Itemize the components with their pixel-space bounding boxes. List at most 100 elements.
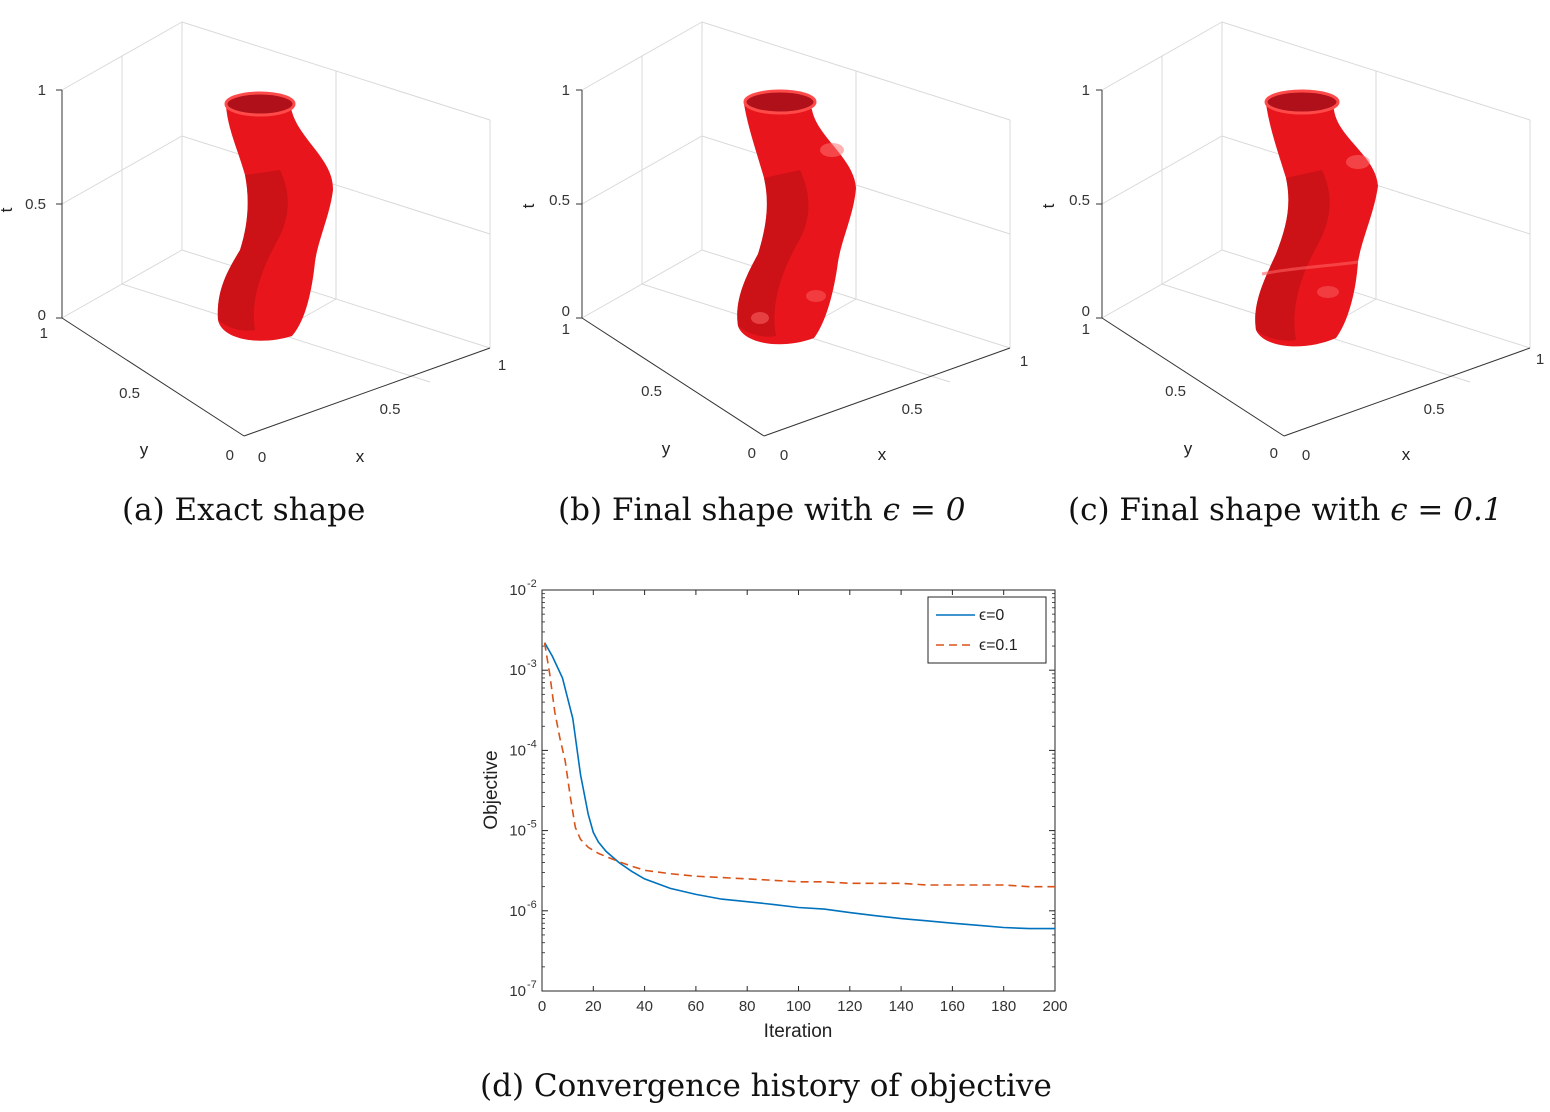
- panel-c-t-tick-05: 0.5: [1069, 192, 1090, 209]
- panel-a-y-label: y: [140, 440, 149, 459]
- panel-c-ridge: [1261, 260, 1359, 276]
- x-tick-label: 160: [940, 998, 965, 1015]
- panel-a-t-tick-05: 0.5: [25, 196, 46, 213]
- panel-b-shade: [737, 170, 809, 337]
- legend-label-eps01: ϵ=0.1: [979, 637, 1018, 654]
- panel-b-y-tick-0: 0: [748, 445, 756, 462]
- panel-a-y-tick-05: 0.5: [119, 385, 140, 402]
- panel-a-rim: [224, 91, 296, 117]
- panel-b: 1 0.5 0 t 1 0.5 0 y 0 0.5 1 x: [520, 0, 1040, 480]
- panel-c-t-label: t: [1040, 203, 1058, 208]
- x-tick-label: 180: [991, 998, 1016, 1015]
- panel-a: 1 0.5 0 t 1 0.5 0 y 0 0.5 1 x: [0, 0, 520, 480]
- panel-c-opening: [1266, 91, 1338, 113]
- caption-d-mark: (d): [480, 1068, 525, 1104]
- panel-b-x-label: x: [878, 445, 887, 464]
- series-lines: [543, 642, 1055, 930]
- panel-a-t-tick-0: 0: [38, 307, 46, 324]
- caption-c-math: ϵ = 0.1: [1390, 492, 1503, 528]
- panel-c-t-tick-0: 0: [1082, 303, 1090, 320]
- panel-a-t-tick-1: 1: [38, 82, 46, 99]
- y-tick-label: 10: [509, 903, 526, 920]
- y-tick-label: 10: [509, 582, 526, 599]
- x-axis-label: Iteration: [764, 1021, 833, 1042]
- panel-c-highlight-1: [1346, 155, 1370, 169]
- panel-b-highlight-1: [820, 143, 844, 157]
- panel-a-front-axes: [56, 89, 491, 437]
- caption-d-text: Convergence history of objective: [533, 1068, 1052, 1104]
- panel-b-opening: [745, 91, 815, 113]
- x-axis-ticks: 0 20 40 60 80 100 120 140 160 180 200: [538, 590, 1068, 1015]
- x-tick-label: 120: [837, 998, 862, 1015]
- panel-b-y-label: y: [662, 439, 671, 458]
- panel-c-plot: 1 0.5 0 t 1 0.5 0 y 0 0.5 1 x: [1040, 21, 1544, 464]
- panel-b-y-tick-05: 0.5: [641, 383, 662, 400]
- caption-b-math: ϵ = 0: [882, 492, 966, 528]
- y-tick-exponent: -3: [527, 658, 537, 670]
- panel-c-front-axes: [1096, 89, 1531, 437]
- x-tick-label: 20: [585, 998, 602, 1015]
- panel-c-y-label: y: [1184, 439, 1193, 458]
- caption-b-text: Final shape with: [611, 492, 883, 528]
- panel-c-t-tick-1: 1: [1082, 82, 1090, 99]
- legend-box: [927, 596, 1047, 664]
- x-tick-label: 40: [636, 998, 653, 1015]
- y-tick-exponent: -2: [527, 578, 537, 590]
- caption-c: (c) Final shape with ϵ = 0.1: [1068, 492, 1503, 528]
- x-tick-label: 140: [889, 998, 914, 1015]
- caption-c-text: Final shape with: [1119, 492, 1391, 528]
- y-axis-label: Objective: [481, 750, 502, 829]
- series-line-1: [543, 642, 1055, 888]
- panel-c-y-tick-05: 0.5: [1165, 383, 1186, 400]
- convergence-chart-svg: 0 20 40 60 80 100 120 140 160 180 200 10-710-610-5…: [481, 578, 1068, 1042]
- panel-b-x-tick-1: 1: [1020, 353, 1028, 370]
- panel-a-shade: [217, 170, 288, 331]
- panel-a-y-tick-1: 1: [40, 325, 48, 342]
- panel-a-opening: [226, 93, 294, 115]
- x-tick-label: 0: [538, 998, 546, 1015]
- panel-c-x-label: x: [1402, 445, 1411, 464]
- panel-b-highlight-3: [806, 290, 826, 302]
- y-tick-exponent: -4: [527, 738, 537, 750]
- convergence-chart: 0 20 40 60 80 100 120 140 160 180 200 10 -7 10 -6 10 -5…: [470, 575, 1080, 1060]
- panel-c-x-tick-1: 1: [1536, 351, 1544, 368]
- panel-a-x-label: x: [356, 447, 365, 466]
- y-tick-label: 10: [509, 742, 526, 759]
- caption-c-mark: (c): [1068, 492, 1110, 528]
- panel-a-x-tick-05: 0.5: [380, 401, 401, 418]
- y-tick-label: 10: [509, 823, 526, 840]
- panel-b-rim: [743, 89, 817, 115]
- panel-c-surface: [1255, 89, 1378, 347]
- panel-a-surface: [217, 91, 334, 341]
- panel-c-x-tick-05: 0.5: [1424, 401, 1445, 418]
- caption-a-mark: (a): [122, 492, 165, 528]
- panel-b-plot: 1 0.5 0 t 1 0.5 0 y 0 0.5 1 x: [520, 21, 1028, 464]
- x-tick-label: 80: [739, 998, 756, 1015]
- panel-b-t-tick-1: 1: [562, 82, 570, 99]
- x-tick-label: 60: [688, 998, 705, 1015]
- panel-a-plot: 1 0.5 0 t 1 0.5 0 y 0 0.5 1 x: [0, 21, 506, 466]
- panel-b-t-label: t: [520, 203, 538, 208]
- series-line-0: [543, 642, 1055, 930]
- panel-c-y-tick-1: 1: [1082, 321, 1090, 338]
- panel-c-highlight-2: [1317, 286, 1339, 298]
- caption-b-mark: (b): [558, 492, 603, 528]
- panel-b-t-tick-0: 0: [562, 303, 570, 320]
- x-tick-label: 200: [1042, 998, 1067, 1015]
- panel-a-x-tick-1: 1: [498, 357, 506, 374]
- panel-b-x-tick-05: 0.5: [902, 401, 923, 418]
- panel-b-front-axes: [576, 89, 1011, 437]
- caption-d: (d) Convergence history of objective: [480, 1068, 1052, 1104]
- y-axis-ticks: 10-710-610-510-410-310-2: [509, 578, 1055, 1000]
- y-tick-exponent: -7: [527, 979, 537, 991]
- y-tick-label: 10: [509, 983, 526, 1000]
- caption-a-text: Exact shape: [174, 492, 366, 528]
- panel-a-y-tick-0: 0: [226, 447, 234, 464]
- legend: ϵ=0 ϵ=0.1: [927, 596, 1047, 664]
- x-tick-label: 100: [786, 998, 811, 1015]
- y-tick-label: 10: [509, 662, 526, 679]
- panel-b-t-tick-05: 0.5: [549, 192, 570, 209]
- panel-c-x-tick-0: 0: [1302, 447, 1310, 464]
- caption-a: (a) Exact shape: [122, 492, 365, 528]
- panel-c-shade: [1255, 170, 1330, 341]
